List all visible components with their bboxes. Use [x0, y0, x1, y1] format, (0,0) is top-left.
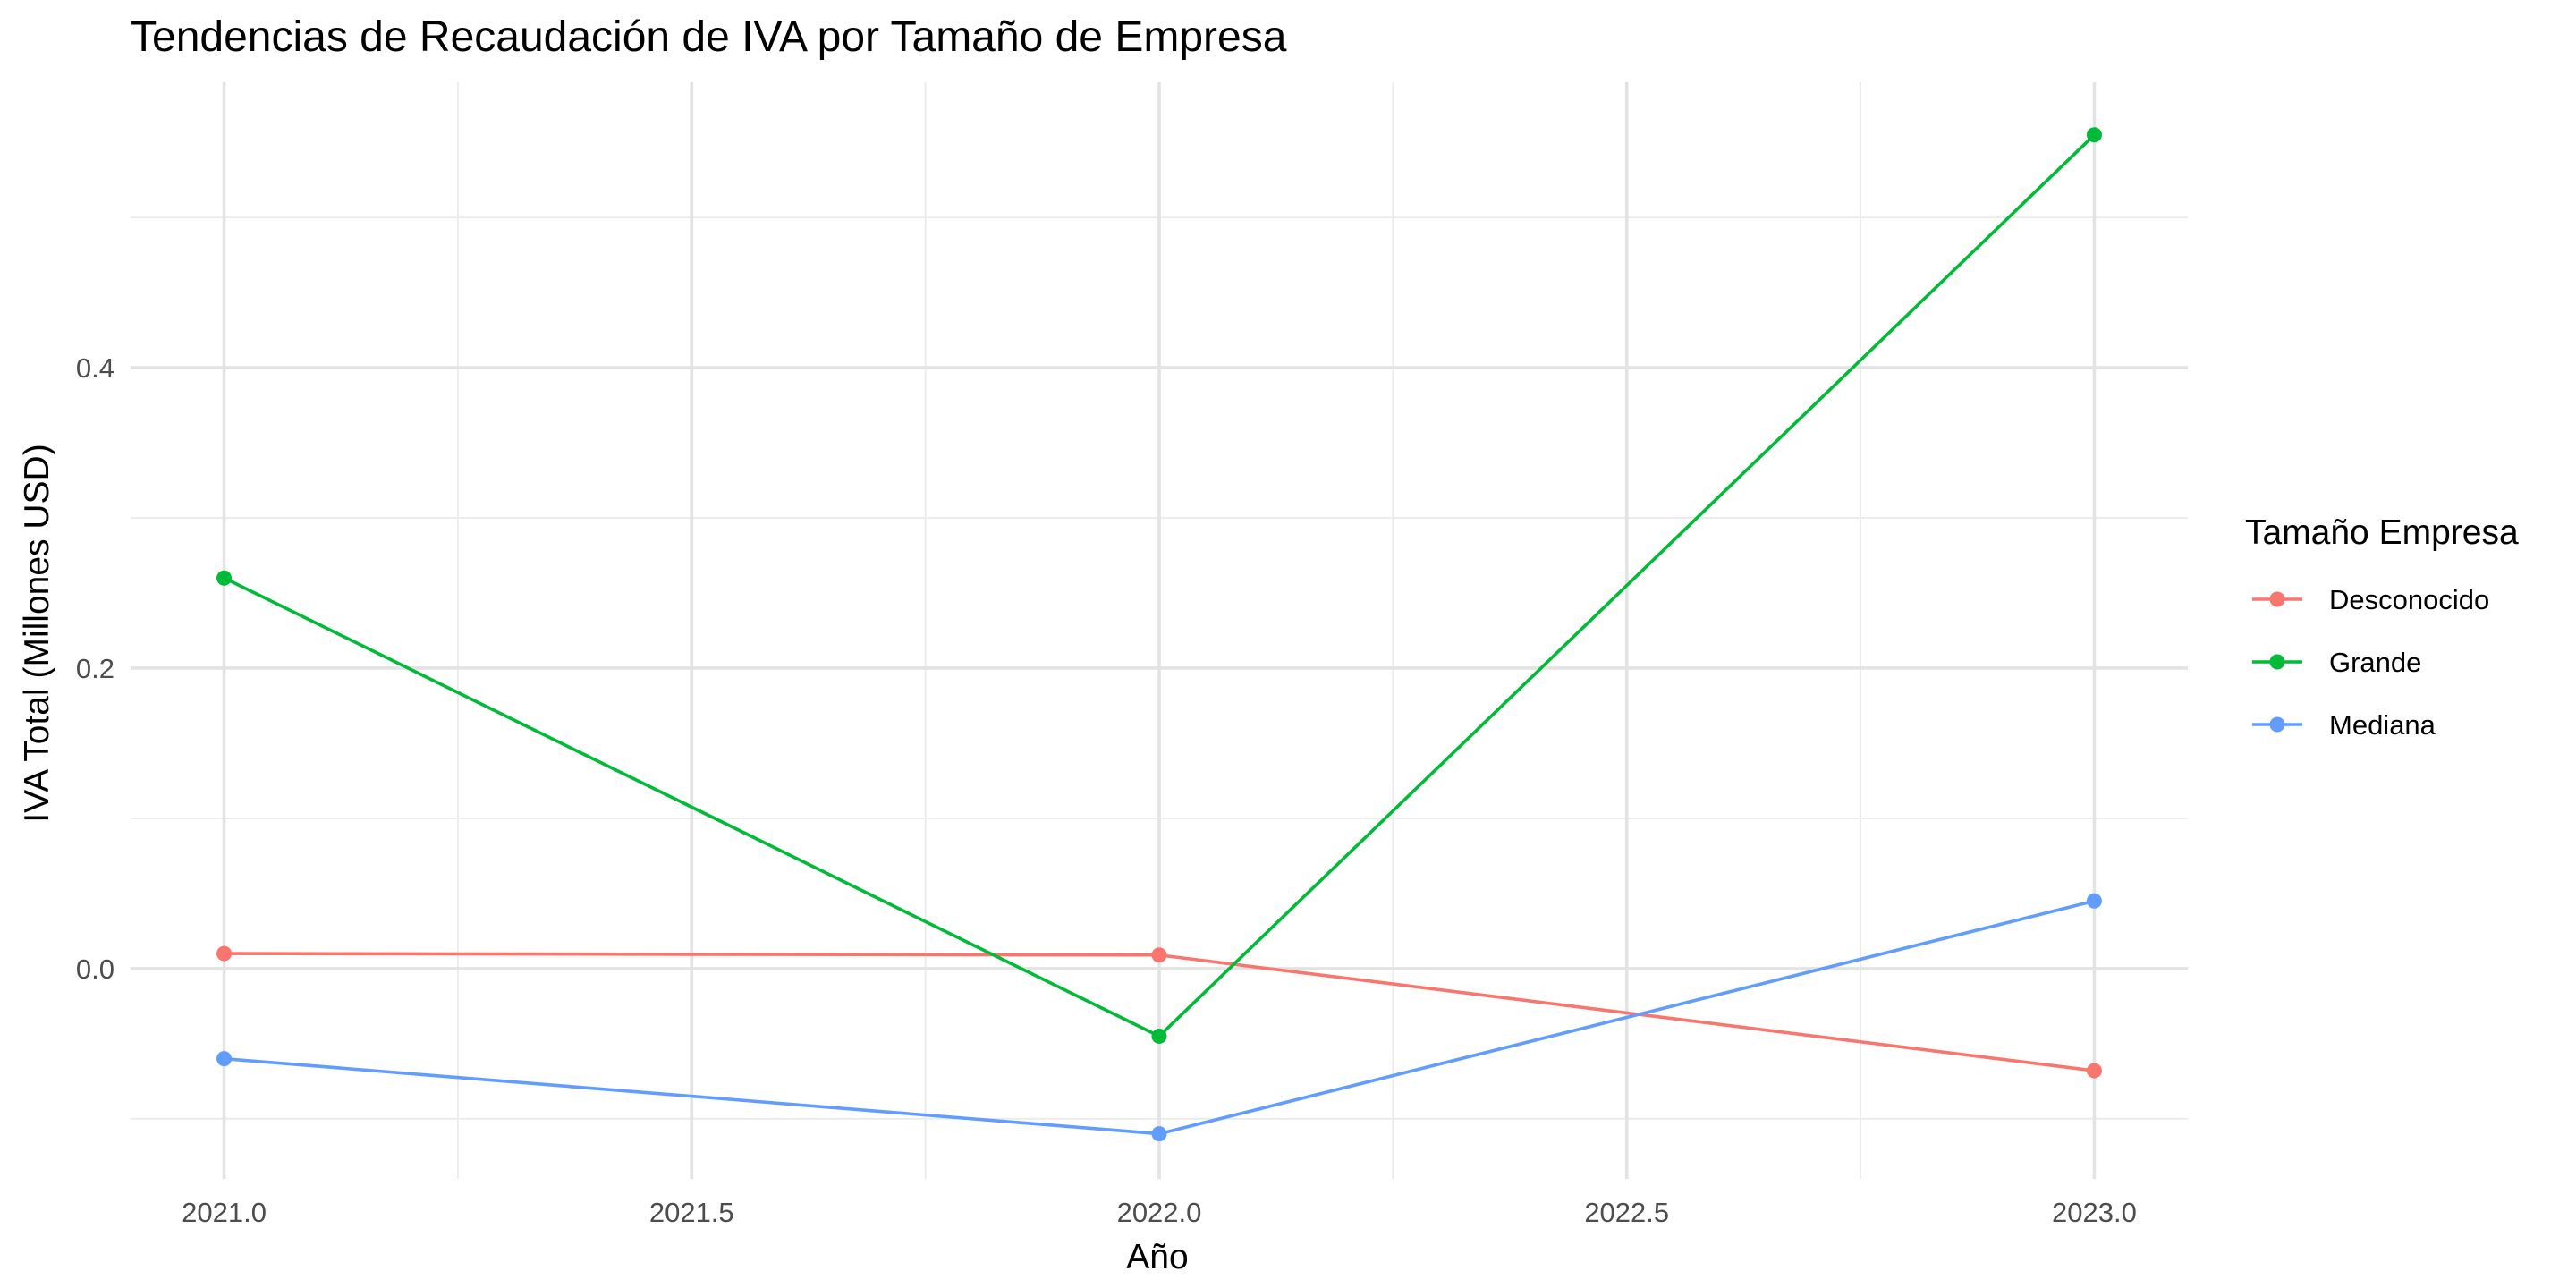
legend-item-grande: Grande	[2252, 647, 2421, 678]
data-point-grande	[216, 570, 233, 586]
y-tick-label: 0.4	[76, 352, 114, 384]
x-tick-label: 2022.0	[1117, 1197, 1202, 1228]
series-layer	[216, 127, 2102, 1142]
x-tick-label: 2021.0	[182, 1197, 267, 1228]
x-axis-title: Año	[1126, 1238, 1188, 1276]
data-point-desconocido	[1151, 947, 1167, 963]
y-tick-label: 0.2	[76, 653, 114, 684]
legend-label-desconocido: Desconocido	[2329, 584, 2489, 615]
y-axis-title: IVA Total (Millones USD)	[18, 444, 56, 822]
y-axis-ticks: 0.0 0.2 0.4	[76, 352, 114, 985]
data-point-grande	[1151, 1028, 1167, 1044]
data-point-mediana	[216, 1051, 233, 1067]
x-axis-ticks: 2021.0 2021.5 2022.0 2022.5 2023.0	[182, 1197, 2137, 1228]
data-point-mediana	[2086, 893, 2102, 909]
chart-title: Tendencias de Recaudación de IVA por Tam…	[131, 13, 1287, 61]
x-tick-label: 2021.5	[649, 1197, 734, 1228]
y-tick-label: 0.0	[76, 953, 114, 985]
legend: Tamaño Empresa Desconocido Grande Mediana	[2245, 513, 2519, 741]
legend-label-mediana: Mediana	[2329, 709, 2436, 741]
major-gridlines	[131, 82, 2188, 1179]
legend-key-point-desconocido	[2269, 591, 2285, 607]
legend-label-grande: Grande	[2329, 647, 2421, 678]
legend-item-desconocido: Desconocido	[2252, 584, 2489, 615]
data-point-grande	[2086, 127, 2102, 143]
data-point-desconocido	[216, 945, 233, 962]
legend-key-point-grande	[2269, 654, 2285, 670]
data-point-desconocido	[2086, 1063, 2102, 1079]
legend-items: Desconocido Grande Mediana	[2252, 584, 2489, 741]
legend-key-point-mediana	[2269, 716, 2285, 733]
legend-title: Tamaño Empresa	[2245, 513, 2519, 552]
x-tick-label: 2022.5	[1584, 1197, 1669, 1228]
x-tick-label: 2023.0	[2052, 1197, 2137, 1228]
data-point-mediana	[1151, 1126, 1167, 1142]
legend-item-mediana: Mediana	[2252, 709, 2436, 741]
